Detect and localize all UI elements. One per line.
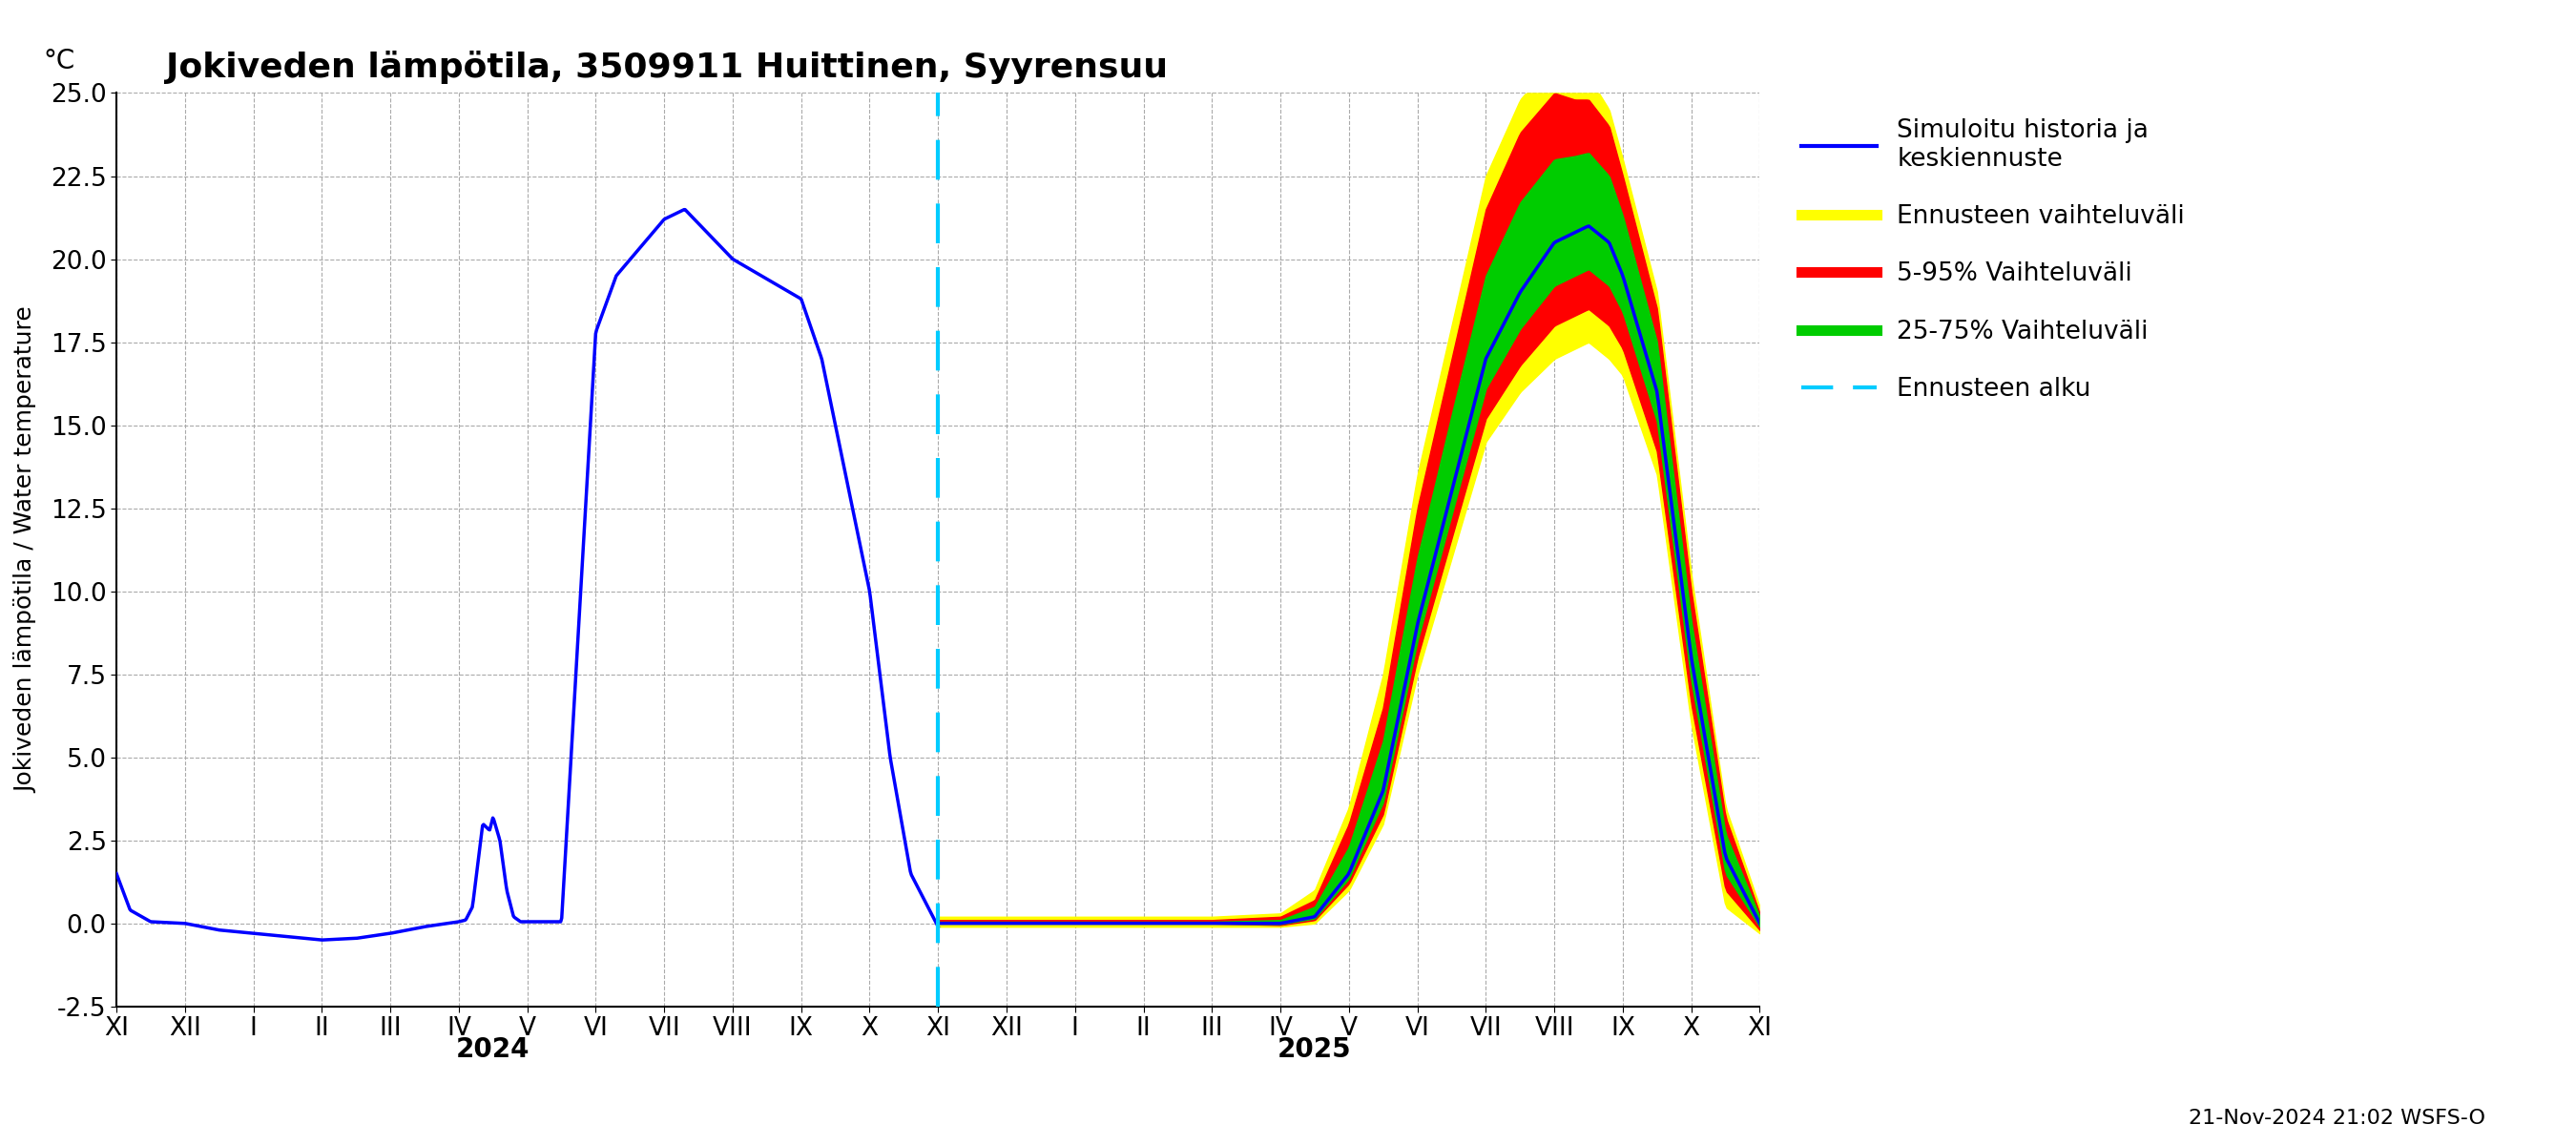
Text: 21-Nov-2024 21:02 WSFS-O: 21-Nov-2024 21:02 WSFS-O bbox=[2190, 1108, 2486, 1128]
Text: Jokiveden lämpötila, 3509911 Huittinen, Syyrensuu: Jokiveden lämpötila, 3509911 Huittinen, … bbox=[165, 50, 1167, 84]
Text: °C: °C bbox=[44, 48, 75, 74]
Text: 2025: 2025 bbox=[1278, 1036, 1352, 1063]
Legend: Simuloitu historia ja
keskiennuste, Ennusteen vaihteluväli, 5-95% Vaihteluväli, : Simuloitu historia ja keskiennuste, Ennu… bbox=[1788, 105, 2197, 414]
Y-axis label: Jokiveden lämpötila / Water temperature: Jokiveden lämpötila / Water temperature bbox=[15, 307, 36, 792]
Text: 2024: 2024 bbox=[456, 1036, 531, 1063]
